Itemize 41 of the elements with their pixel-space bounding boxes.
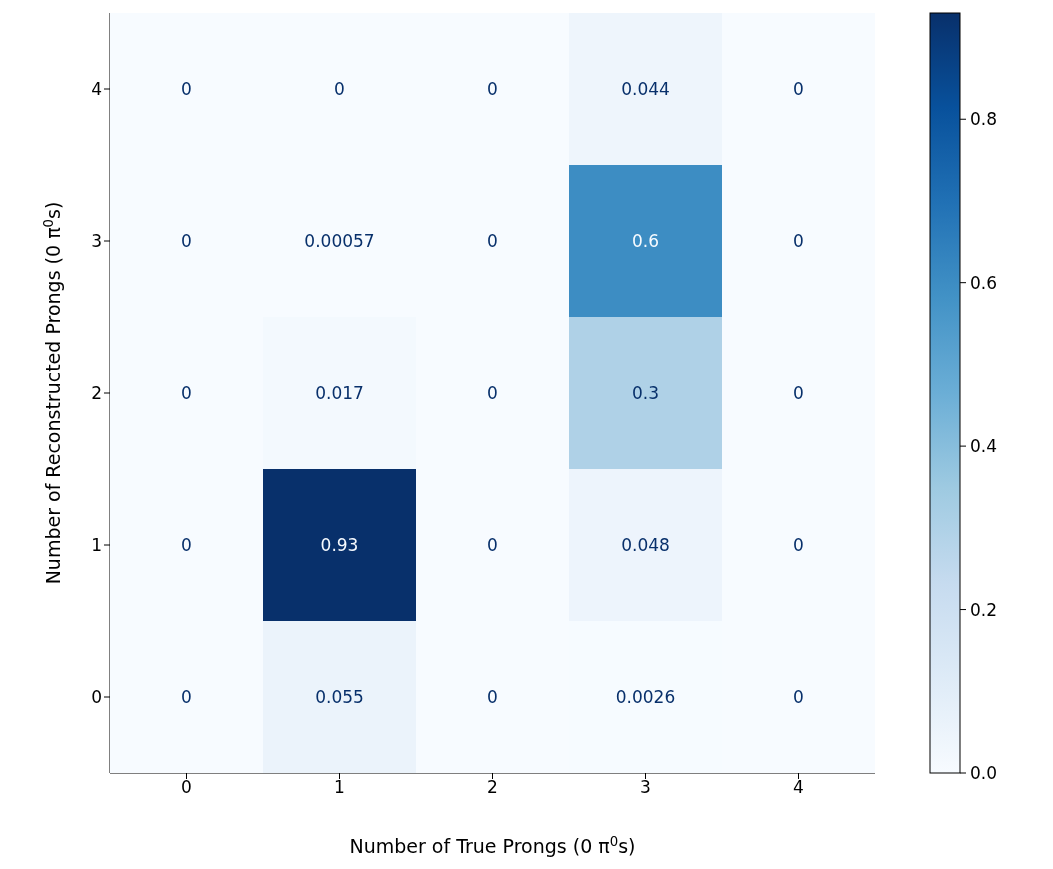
data-label: 0.048 [621, 535, 670, 555]
y-tick-label: 2 [91, 383, 102, 404]
data-label: 0 [793, 535, 804, 555]
data-label: 0 [181, 535, 192, 555]
color-bar-label: 0.8 [970, 109, 998, 130]
data-label: 0 [181, 383, 192, 403]
data-label: 0 [793, 231, 804, 251]
data-label: 0.0026 [615, 687, 676, 707]
data-label: 0.6 [631, 231, 660, 251]
data-label: 0 [487, 535, 498, 555]
data-label: 0 [487, 79, 498, 99]
x-tick-label: 4 [793, 777, 804, 798]
data-label: 0.055 [315, 687, 364, 707]
x-tick-label: 2 [487, 777, 498, 798]
y-tick-label: 1 [91, 535, 102, 556]
color-bar-label: 0.4 [970, 436, 998, 457]
data-label: 0 [793, 79, 804, 99]
data-label: 0.3 [631, 383, 660, 403]
data-label: 0 [487, 231, 498, 251]
data-label: 0 [181, 687, 192, 707]
data-label: 0 [793, 383, 804, 403]
data-label: 0 [181, 79, 192, 99]
x-axis-title: Number of True Prongs (0 π$^{0}$s) [349, 833, 636, 857]
color-bar-label: 0.0 [970, 763, 998, 783]
data-label: 0.93 [320, 535, 359, 555]
data-label: 0 [487, 687, 498, 707]
x-tick-label: 0 [181, 777, 192, 798]
data-label: 0.017 [315, 383, 364, 403]
y-tick-label: 4 [91, 79, 102, 100]
data-label: 0 [793, 687, 804, 707]
x-tick-label: 3 [640, 777, 651, 798]
color-bar-label: 0.2 [970, 599, 998, 620]
color-bar-label: 0.6 [970, 272, 998, 293]
data-label: 0 [181, 231, 192, 251]
x-tick-label: 1 [334, 777, 345, 798]
y-tick-label: 3 [91, 231, 102, 252]
data-label: 0 [487, 383, 498, 403]
data-label: 0.044 [621, 79, 670, 99]
data-label: 0 [334, 79, 345, 99]
data-label: 0.00057 [304, 231, 375, 251]
y-tick-label: 0 [91, 687, 102, 708]
